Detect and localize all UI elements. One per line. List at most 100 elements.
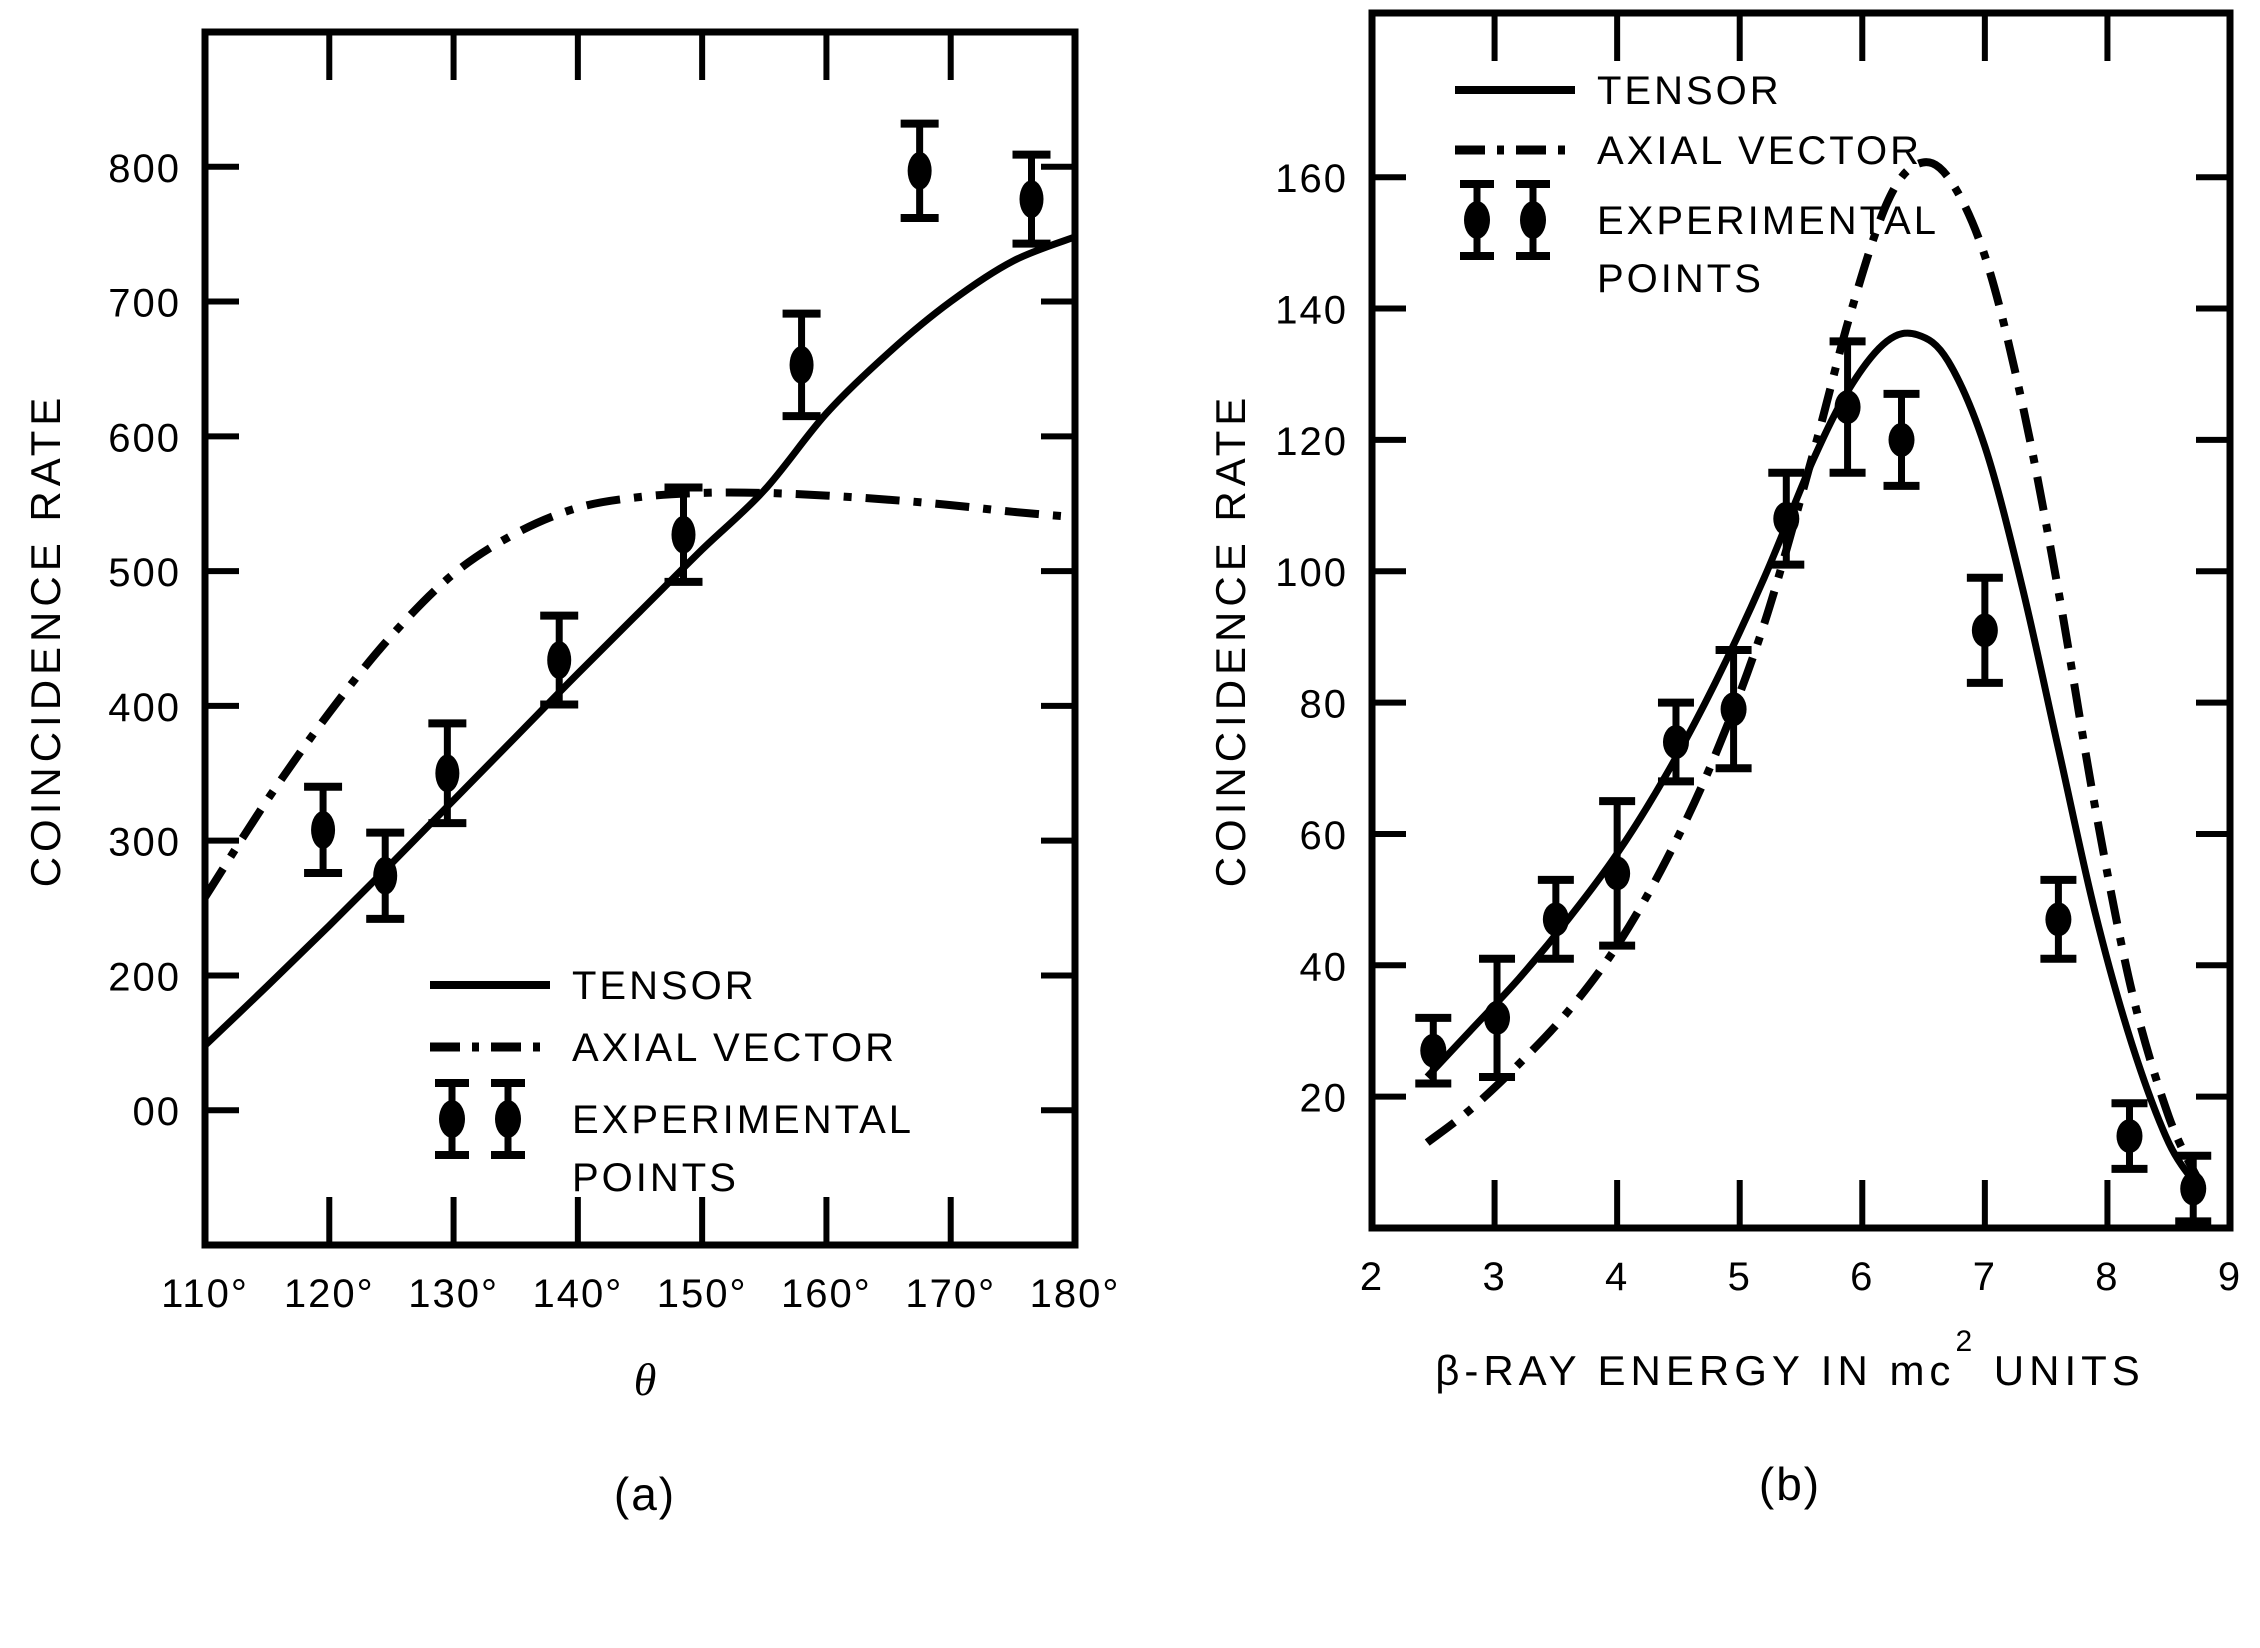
x-tick-label-panel-a-170: 170° [905,1272,996,1316]
x-tick-label-panel-b-6: 6 [1850,1255,1874,1299]
data-point-panel-b-8 [1883,389,1920,490]
legend-tensor-label-panel-a: TENSOR [572,964,757,1008]
x-tick-label-panel-a-130: 130° [408,1272,499,1316]
y-axis-label-panel-a: COINCIDENCE RATE [22,393,69,888]
y-tick-label-panel-a-800: 800 [108,147,181,191]
y-tick-label-panel-a-400: 400 [108,686,181,730]
data-point-panel-b-3 [1599,797,1636,950]
panel-caption-b: (b) [1759,1458,1821,1510]
data-marker [671,515,696,554]
data-marker [2116,1119,2143,1154]
legend-axial-vector-label-panel-a: AXIAL VECTOR [572,1026,897,1070]
data-point-panel-b-5 [1715,646,1752,773]
data-marker [2180,1171,2207,1206]
x-tick-label-panel-a-140: 140° [532,1272,623,1316]
data-marker [1464,201,1490,239]
y-tick-label-panel-b-40: 40 [1300,945,1349,989]
x-tick-label-panel-a-150: 150° [657,1272,748,1316]
data-marker [789,345,814,384]
plot-frame-panel-a [201,28,1079,1249]
x-axis-label-panel-a: θ [634,1354,657,1405]
plot-frame-panel-b [1368,9,2234,1232]
x-tick-label-panel-b-2: 2 [1360,1255,1384,1299]
y-tick-label-panel-b-160: 160 [1275,157,1348,201]
y-tick-label-panel-a-500: 500 [108,551,181,595]
y-tick-label-panel-b-120: 120 [1275,420,1348,464]
data-marker [1834,390,1861,425]
data-point-panel-b-7 [1829,337,1866,477]
legend-experimental-points-label2-panel-a: POINTS [572,1156,739,1200]
data-marker [1520,201,1546,239]
x-tick-label-panel-b-4: 4 [1605,1255,1629,1299]
data-marker [1019,180,1044,219]
x-tick-label-panel-b-8: 8 [2095,1255,2119,1299]
y-tick-label-panel-b-140: 140 [1275,289,1348,333]
x-tick-label-panel-a-180: 180° [1030,1272,1121,1316]
data-marker [1484,1000,1511,1035]
data-marker [1420,1033,1447,1068]
data-marker [907,151,932,190]
data-point-panel-a-2 [428,719,467,828]
x-tick-label-panel-b-9: 9 [2218,1255,2242,1299]
data-point-panel-a-5 [782,309,821,421]
data-point-panel-b-10 [2040,875,2077,963]
legend-experimental-points-label2-panel-b: POINTS [1597,257,1764,301]
data-marker [1971,613,1998,648]
data-marker [439,1100,465,1138]
y-tick-label-panel-b-100: 100 [1275,551,1348,595]
y-tick-label-panel-b-80: 80 [1300,683,1349,727]
data-marker [311,810,336,849]
data-marker [2045,902,2072,937]
x-axis-label-superscript: 2 [1955,1325,1977,1358]
legend-experimental-points-label-panel-a: EXPERIMENTAL [572,1098,914,1142]
curve-tensor-panel-a [202,233,1077,1049]
curve-tensor-panel-b [1424,329,2203,1191]
data-point-panel-b-12 [2175,1151,2212,1226]
data-point-panel-a-7 [1012,150,1051,248]
data-marker [495,1100,521,1138]
data-marker [547,641,572,680]
data-point-panel-a-1 [366,828,405,923]
data-point-panel-b-1 [1479,954,1516,1081]
data-marker [1542,902,1569,937]
y-tick-label-panel-a-600: 600 [108,416,181,460]
legend-experimental-points-swatch-panel-b-0 [1460,180,1494,260]
legend-experimental-points-swatch-panel-a-1 [491,1079,525,1159]
y-axis-label-panel-b: COINCIDENCE RATE [1207,393,1254,888]
x-tick-label-panel-b-3: 3 [1482,1255,1506,1299]
data-marker [1662,725,1689,759]
data-point-panel-a-3 [540,611,579,709]
x-tick-label-panel-b-5: 5 [1728,1255,1752,1299]
legend-axial-vector-label-panel-b: AXIAL VECTOR [1597,129,1922,173]
legend-tensor-label-panel-b: TENSOR [1597,69,1782,113]
data-point-panel-b-2 [1537,875,1574,963]
legend-experimental-points-swatch-panel-b-1 [1516,180,1550,260]
y-tick-label-panel-b-60: 60 [1300,814,1349,858]
data-marker [1888,422,1915,457]
data-point-panel-a-0 [304,782,343,878]
legend-experimental-points-label-panel-b: EXPERIMENTAL [1597,199,1939,243]
y-tick-label-panel-b-20: 20 [1300,1077,1349,1121]
data-marker [1773,501,1800,536]
panel-caption-a: (a) [614,1468,676,1520]
data-point-panel-b-6 [1768,468,1805,569]
data-point-panel-a-6 [900,119,939,222]
data-point-panel-a-4 [664,483,703,586]
data-point-panel-b-0 [1415,1013,1452,1088]
x-axis-label-tail: UNITS [1977,1347,2145,1394]
y-tick-label-panel-a-300: 300 [108,821,181,865]
x-axis-label-main: β-RAY ENERGY IN mc [1435,1347,1955,1394]
data-point-panel-b-9 [1966,573,2003,687]
legend-experimental-points-swatch-panel-a-0 [435,1079,469,1159]
data-marker [1720,692,1747,727]
data-marker [1604,856,1631,891]
y-tick-label-panel-a-100: 00 [133,1090,182,1134]
y-tick-label-panel-a-200: 200 [108,955,181,999]
x-axis-label-panel-b: β-RAY ENERGY IN mc2 UNITS [1435,1325,2145,1395]
data-point-panel-b-4 [1657,698,1694,786]
x-tick-label-panel-a-120: 120° [284,1272,375,1316]
x-tick-label-panel-b-7: 7 [1973,1255,1997,1299]
x-tick-label-panel-a-160: 160° [781,1272,872,1316]
